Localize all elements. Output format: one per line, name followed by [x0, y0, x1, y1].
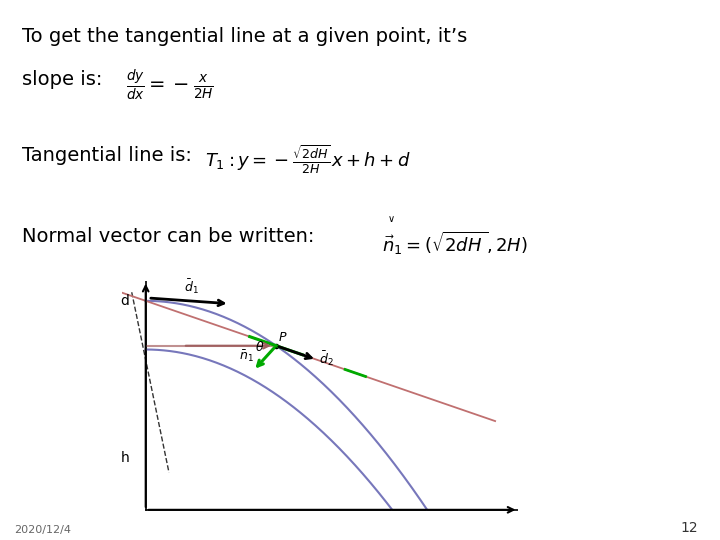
Text: $\vee$: $\vee$ [387, 214, 395, 224]
Text: $\frac{dy}{dx} = -\frac{x}{2H}$: $\frac{dy}{dx} = -\frac{x}{2H}$ [126, 68, 214, 103]
Text: 12: 12 [681, 521, 698, 535]
Text: $\theta$: $\theta$ [255, 340, 264, 354]
Text: h: h [121, 451, 130, 465]
Text: Normal vector can be written:: Normal vector can be written: [22, 227, 320, 246]
Text: P: P [279, 332, 286, 345]
Text: To get the tangential line at a given point, it’s: To get the tangential line at a given po… [22, 27, 467, 46]
Text: $\vec{n}_1 = (\sqrt{2dH\,}, 2H)$: $\vec{n}_1 = (\sqrt{2dH\,}, 2H)$ [382, 230, 527, 256]
Text: d: d [120, 294, 130, 308]
Text: slope is:: slope is: [22, 70, 108, 89]
Text: $\bar{d}_1$: $\bar{d}_1$ [184, 278, 199, 296]
Text: $\bar{n}_1$: $\bar{n}_1$ [239, 348, 254, 364]
Text: Tangential line is:: Tangential line is: [22, 146, 198, 165]
Text: 2020/12/4: 2020/12/4 [14, 524, 71, 535]
Text: $\bar{d}_2$: $\bar{d}_2$ [319, 349, 334, 368]
Text: $T_1 : y = -\frac{\sqrt{2dH}}{2H}x + h + d$: $T_1 : y = -\frac{\sqrt{2dH}}{2H}x + h +… [205, 143, 411, 176]
